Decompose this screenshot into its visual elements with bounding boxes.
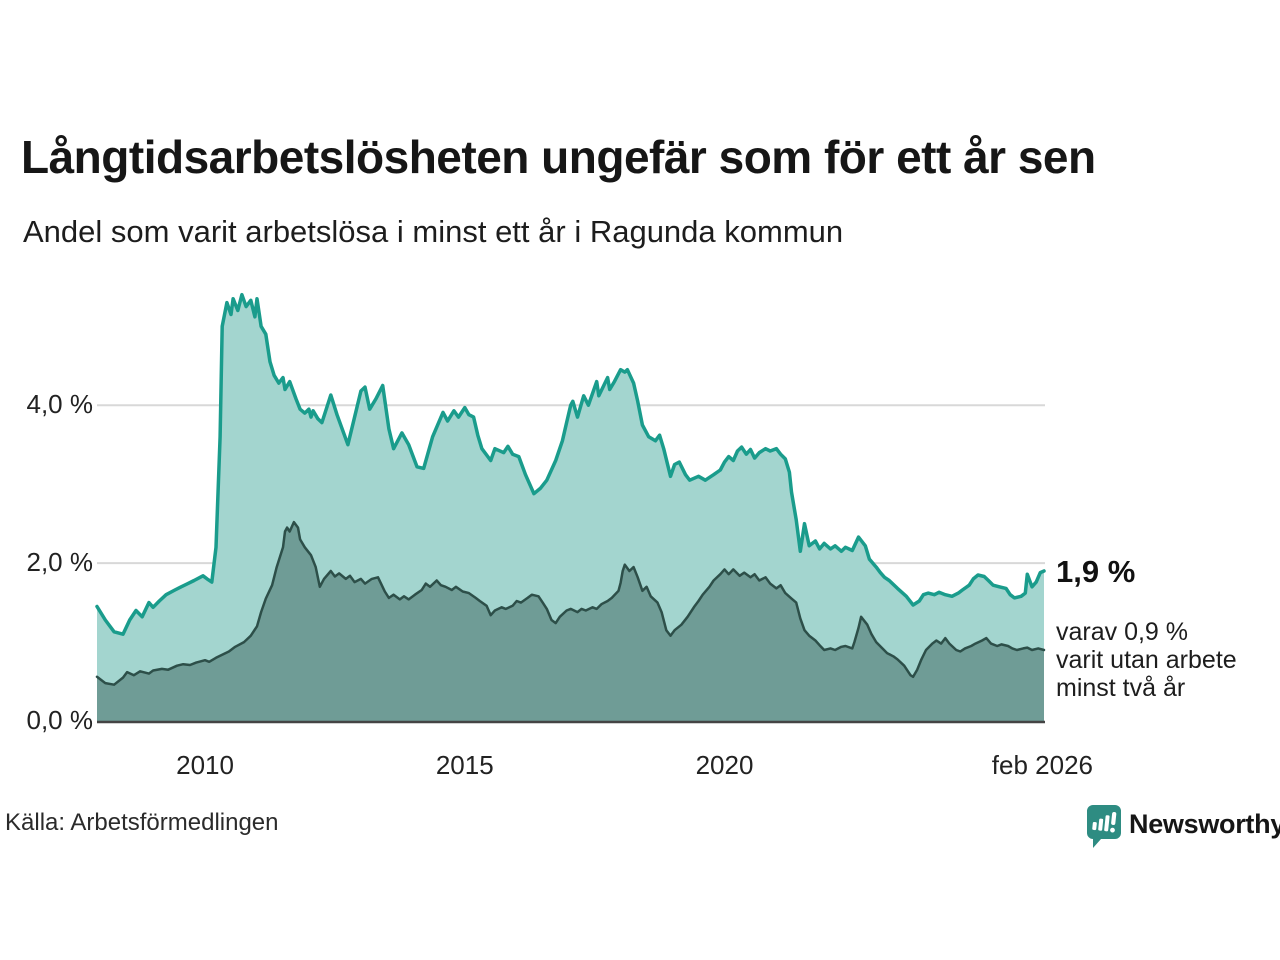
x-axis-tick-feb-2026: feb 2026 xyxy=(991,750,1093,780)
detail-line-3: minst två år xyxy=(1056,674,1186,702)
detail-line-1: varav 0,9 % xyxy=(1056,618,1189,646)
latest-value-detail: varav 0,9 % varit utan arbete minst två … xyxy=(1056,618,1237,702)
x-axis-tick-2010: 2010 xyxy=(176,750,234,780)
series-line-1 xyxy=(95,520,1046,686)
chart-subtitle: Andel som varit arbetslösa i minst ett å… xyxy=(23,214,844,249)
y-axis-tick-0: 0,0 % xyxy=(26,705,94,735)
x-axis-tick-2020: 2020 xyxy=(695,750,754,780)
detail-line-2: varit utan arbete xyxy=(1056,646,1237,674)
latest-value-label: 1,9 % xyxy=(1056,554,1136,589)
newsworthy-logo: Newsworthy xyxy=(1086,804,1280,850)
x-axis-tick-2015: 2015 xyxy=(435,750,494,780)
chart-title: Långtidsarbetslösheten ungefär som för e… xyxy=(21,131,1096,183)
y-axis-tick-1: 2,0 % xyxy=(26,547,94,578)
newsworthy-logo-icon xyxy=(1087,805,1121,848)
source-credit: Källa: Arbetsförmedlingen xyxy=(5,809,279,836)
y-axis-tick-2: 4,0 % xyxy=(26,389,94,420)
newsworthy-logo-text: Newsworthy xyxy=(1129,809,1280,839)
series-line-0 xyxy=(95,292,1046,636)
series-area-1 xyxy=(97,522,1044,721)
